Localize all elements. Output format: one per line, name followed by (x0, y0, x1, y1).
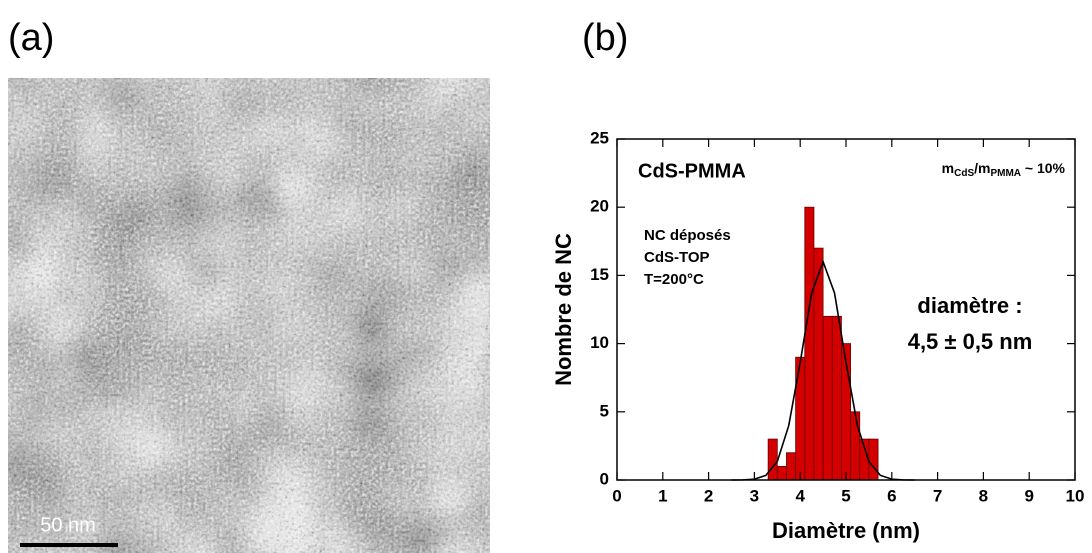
x-tick-label: 5 (841, 486, 850, 505)
ratio-label: mCdS/mPMMA ~ 10% (942, 160, 1066, 179)
y-tick-label: 5 (600, 401, 609, 420)
x-axis-label: Diamètre (nm) (772, 518, 920, 543)
sample-label: CdS-PMMA (638, 160, 746, 182)
bar (822, 315, 833, 481)
bar (868, 438, 879, 481)
bar (776, 465, 787, 481)
y-tick-label: 0 (600, 469, 609, 488)
x-tick-label: 1 (658, 486, 667, 505)
y-tick-label: 20 (590, 197, 609, 216)
x-tick-label: 10 (1066, 486, 1085, 505)
bar (767, 438, 778, 481)
fit-curve (731, 259, 915, 481)
y-axis-label: Nombre de NC (551, 233, 576, 386)
condition-label: T=200°C (644, 271, 704, 288)
x-tick-label: 3 (750, 486, 759, 505)
bar (804, 206, 815, 481)
bar (850, 411, 861, 481)
bar (786, 452, 797, 481)
x-tick-label: 2 (704, 486, 713, 505)
y-tick-label: 25 (590, 128, 609, 147)
y-tick-label: 10 (590, 333, 609, 352)
scale-bar-label: 50 nm (40, 514, 96, 536)
x-tick-label: 9 (1024, 486, 1033, 505)
x-tick-label: 0 (612, 486, 621, 505)
panel-label: (b) (582, 17, 628, 59)
tem-image (8, 78, 490, 553)
ratio-part: m (942, 160, 954, 176)
x-tick-label: 4 (795, 486, 805, 505)
ratio-part: CdS (954, 168, 974, 179)
result-label: diamètre : (917, 293, 1022, 318)
bar (831, 315, 842, 481)
ratio-part: /m (974, 160, 990, 176)
ratio-part: PMMA (990, 168, 1021, 179)
x-tick-label: 8 (979, 486, 988, 505)
ratio-part: ~ 10% (1021, 160, 1066, 176)
y-tick-label: 15 (590, 265, 609, 284)
condition-label: NC déposés (644, 227, 731, 244)
result-label: 4,5 ± 0,5 nm (908, 329, 1033, 354)
panel-label: (a) (8, 17, 54, 59)
condition-label: CdS-TOP (644, 249, 710, 266)
x-tick-label: 7 (933, 486, 942, 505)
x-tick-label: 6 (887, 486, 896, 505)
